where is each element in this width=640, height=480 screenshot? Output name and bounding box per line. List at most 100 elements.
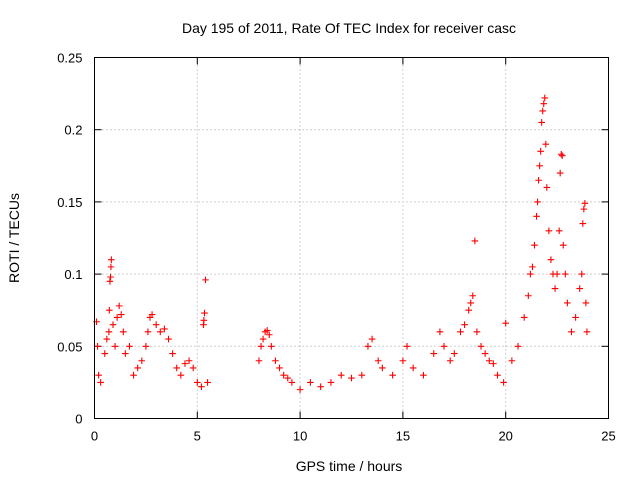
data-point xyxy=(465,306,472,314)
x-tick-label: 20 xyxy=(498,429,512,444)
data-point xyxy=(430,350,438,357)
data-point xyxy=(115,302,123,310)
data-point xyxy=(539,107,547,115)
axis-ticks: 0 5 10 15 20 25 0 0.05 0.1 0.15 0.2 0.25 xyxy=(57,51,616,444)
data-point xyxy=(576,285,584,292)
data-point xyxy=(142,343,150,350)
data-point xyxy=(130,371,137,379)
data-point xyxy=(280,371,287,379)
data-point xyxy=(558,152,566,159)
data-point xyxy=(461,321,468,328)
data-point xyxy=(103,335,111,343)
data-point xyxy=(97,379,104,386)
data-point xyxy=(113,314,121,321)
data-point xyxy=(542,140,550,148)
x-tick-label: 25 xyxy=(601,429,615,444)
x-tick-label: 15 xyxy=(396,429,410,444)
data-point xyxy=(446,357,454,365)
data-point xyxy=(562,270,569,278)
y-tick-label: 0 xyxy=(75,412,82,427)
data-point xyxy=(529,263,536,271)
data-point xyxy=(403,343,411,350)
data-point xyxy=(106,278,114,285)
data-point xyxy=(525,292,532,300)
data-point xyxy=(296,386,304,393)
data-point xyxy=(109,321,117,328)
data-point xyxy=(156,328,164,336)
data-point xyxy=(276,364,283,372)
data-point xyxy=(581,200,589,207)
data-point xyxy=(580,205,588,213)
data-point xyxy=(508,357,516,365)
data-point xyxy=(409,364,417,372)
data-point xyxy=(185,357,193,365)
data-point xyxy=(111,343,119,350)
data-point xyxy=(284,374,292,382)
data-point xyxy=(255,357,263,365)
data-point xyxy=(138,357,146,365)
x-tick-label: 10 xyxy=(293,429,307,444)
data-point xyxy=(101,350,109,357)
data-point xyxy=(107,273,114,281)
data-point xyxy=(198,383,205,391)
data-point xyxy=(201,309,208,317)
data-point xyxy=(469,292,477,300)
data-point xyxy=(152,321,160,328)
data-point xyxy=(537,148,544,155)
data-point xyxy=(578,270,586,278)
data-point xyxy=(327,379,335,386)
data-point xyxy=(317,383,324,391)
data-point xyxy=(358,371,366,379)
data-point xyxy=(467,299,475,307)
data-point xyxy=(520,314,528,321)
y-tick-label: 0.1 xyxy=(64,267,82,282)
data-point xyxy=(265,331,273,339)
x-tick-label: 5 xyxy=(194,429,201,444)
data-point xyxy=(485,357,493,365)
data-point xyxy=(553,270,561,278)
data-point xyxy=(263,327,271,334)
y-axis-label: ROTI / TECUs xyxy=(6,193,22,283)
x-axis-label: GPS time / hours xyxy=(296,458,403,474)
data-point xyxy=(105,328,113,336)
data-point xyxy=(440,343,448,350)
data-point xyxy=(161,325,168,333)
data-point xyxy=(389,371,396,379)
data-point xyxy=(477,343,485,350)
data-point xyxy=(579,220,587,227)
data-point xyxy=(545,227,553,235)
data-point xyxy=(119,328,127,336)
data-point xyxy=(536,162,543,170)
data-point xyxy=(200,317,208,324)
data-points xyxy=(93,94,591,393)
data-point xyxy=(126,343,133,350)
data-point xyxy=(202,276,209,284)
data-point xyxy=(436,328,444,336)
data-point xyxy=(337,371,345,379)
data-point xyxy=(494,371,501,379)
data-point xyxy=(527,270,534,278)
data-point xyxy=(374,357,382,365)
data-point xyxy=(95,371,102,379)
data-point xyxy=(420,371,427,379)
data-point xyxy=(399,357,407,365)
data-point xyxy=(541,94,549,102)
y-tick-label: 0.15 xyxy=(57,195,82,210)
data-point xyxy=(364,343,372,350)
data-point xyxy=(555,227,563,235)
data-point xyxy=(204,379,211,386)
data-point xyxy=(148,311,156,318)
x-tick-label: 0 xyxy=(91,429,98,444)
data-point xyxy=(288,379,296,386)
data-point xyxy=(189,364,197,372)
data-point xyxy=(165,335,172,343)
data-point xyxy=(259,335,267,343)
data-point xyxy=(94,343,101,350)
data-point xyxy=(557,150,565,158)
data-point xyxy=(534,198,541,206)
data-point xyxy=(173,364,181,372)
data-point xyxy=(177,371,185,379)
y-tick-label: 0.25 xyxy=(57,51,82,66)
data-point xyxy=(457,328,464,336)
